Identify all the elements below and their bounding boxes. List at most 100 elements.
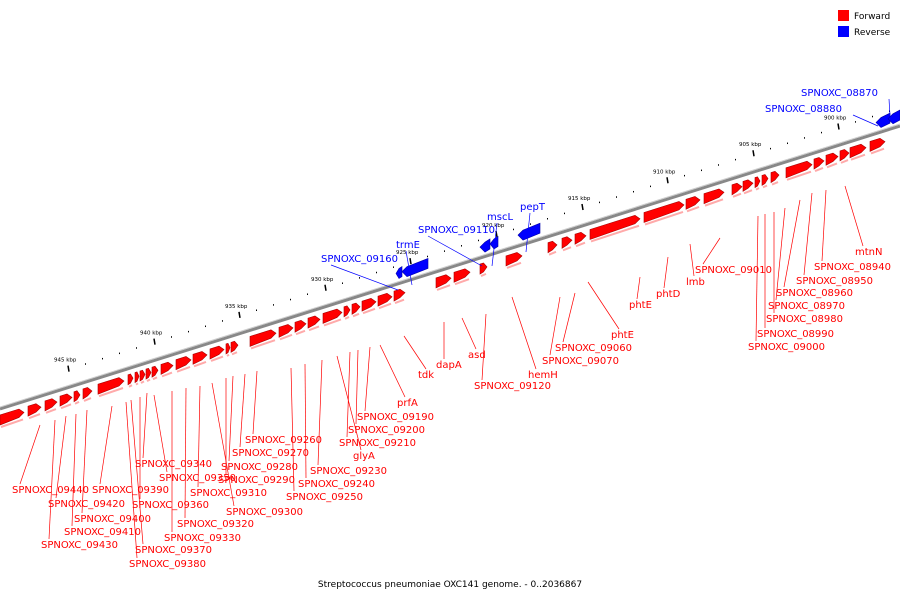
- forward-label-leader: [130, 399, 144, 545]
- forward-gene-shadow-41: [135, 382, 139, 386]
- forward-gene-29: [294, 320, 307, 333]
- scale-minor-tick: [478, 239, 479, 242]
- forward-gene-shadow-12: [686, 205, 700, 213]
- forward-gene-37: [160, 361, 174, 375]
- scale-tick-label: 920 kbp: [482, 223, 505, 229]
- forward-label-leader: [379, 344, 406, 398]
- legend: Forward Reverse: [838, 10, 891, 38]
- forward-gene-label: SPNOXC_09120: [474, 381, 551, 392]
- gene-features: [0, 109, 900, 428]
- scale-minor-tick: [307, 293, 308, 295]
- forward-gene-32: [230, 340, 239, 353]
- forward-gene-shadow-26: [344, 316, 350, 320]
- forward-label-leader: [304, 363, 307, 479]
- forward-gene-label: asd: [468, 350, 486, 361]
- forward-gene-6: [770, 170, 780, 184]
- forward-label-leader: [71, 413, 77, 527]
- scale-minor-tick: [564, 212, 565, 215]
- forward-gene-17: [547, 240, 558, 254]
- forward-gene-41: [134, 371, 140, 384]
- forward-gene-shadow-47: [45, 408, 57, 414]
- forward-label-leader: [587, 281, 620, 330]
- forward-gene-label: SPNOXC_09200: [348, 425, 425, 436]
- forward-gene-shadow-40: [140, 380, 145, 384]
- forward-label-leader: [511, 296, 537, 370]
- forward-gene-26: [343, 305, 351, 318]
- scale-minor-tick: [616, 196, 617, 198]
- forward-gene-shadow-8: [755, 187, 760, 191]
- forward-gene-shadow-14: [590, 224, 640, 243]
- scale-minor-tick: [821, 131, 822, 134]
- forward-gene-label: SPNOXC_08940: [814, 262, 891, 273]
- gene-labels: mtnN SPNOXC_08940 SPNOXC_08950SPNOXC_08960…: [12, 88, 891, 570]
- forward-gene-18: [505, 252, 523, 267]
- scale-major-tick: [752, 150, 755, 157]
- scale-minor-tick: [85, 363, 86, 365]
- forward-label-leader: [125, 401, 138, 559]
- forward-gene-30: [278, 324, 294, 338]
- forward-gene-shadow-34: [210, 355, 224, 362]
- scale-minor-tick: [804, 137, 805, 139]
- forward-gene-label: SPNOXC_09240: [298, 479, 375, 490]
- genome-caption: Streptococcus pneumoniae OXC141 genome. …: [318, 580, 582, 590]
- forward-gene-label: SPNOXC_08960: [776, 288, 853, 299]
- forward-gene-20: [453, 268, 471, 283]
- forward-gene-shadow-7: [762, 184, 768, 189]
- scale-minor-tick: [650, 185, 651, 188]
- forward-gene-shadow-25: [352, 312, 360, 318]
- forward-gene-shadow-35: [193, 360, 207, 368]
- forward-gene-3: [825, 152, 839, 166]
- forward-gene-shadow-33: [226, 353, 230, 357]
- forward-label-leader: [636, 276, 641, 300]
- reverse-gene-label: SPNOXC_09110: [418, 225, 495, 236]
- forward-gene-13: [643, 201, 685, 223]
- scale-minor-tick: [855, 121, 856, 123]
- scale-minor-tick: [787, 142, 788, 145]
- forward-gene-shadow-9: [743, 189, 753, 195]
- forward-gene-5: [785, 160, 813, 179]
- forward-gene-shadow-16: [562, 246, 572, 252]
- scale-minor-tick: [872, 115, 873, 118]
- forward-gene-label: SPNOXC_09300: [226, 507, 303, 518]
- forward-gene-shadow-17: [548, 250, 557, 256]
- forward-gene-label: SPNOXC_09410: [64, 527, 141, 538]
- scale-minor-tick: [393, 266, 394, 268]
- forward-gene-label: hemH: [528, 370, 558, 381]
- forward-gene-11: [703, 188, 725, 205]
- forward-gene-28: [307, 315, 321, 329]
- forward-label-leader: [211, 382, 235, 507]
- legend-forward-swatch: [838, 10, 849, 21]
- reverse-gene-1: [887, 109, 900, 125]
- forward-label-leader: [197, 385, 201, 488]
- forward-label-leader: [549, 296, 561, 356]
- forward-gene-shadow-23: [378, 302, 392, 310]
- forward-gene-label: SPNOXC_08980: [766, 314, 843, 325]
- forward-label-leader: [317, 359, 323, 466]
- forward-label-leader: [48, 419, 56, 540]
- forward-gene-label: SPNOXC_08990: [757, 329, 834, 340]
- forward-gene-48: [27, 403, 42, 417]
- scale-tick-label: 905 kbp: [739, 142, 762, 148]
- forward-gene-27: [322, 308, 343, 324]
- forward-gene-shadow-6: [771, 181, 779, 186]
- scale-minor-tick: [633, 190, 634, 193]
- scale-minor-tick: [188, 330, 189, 333]
- reverse-label-leader: [491, 222, 498, 267]
- forward-label-leader: [689, 243, 695, 277]
- forward-gene-label: SPNOXC_09370: [135, 545, 212, 556]
- forward-gene-shadow-38: [152, 376, 158, 381]
- forward-label-leader: [19, 424, 41, 485]
- scale-major-tick: [409, 257, 412, 265]
- forward-gene-38: [151, 365, 159, 378]
- forward-gene-shadow-31: [250, 339, 276, 350]
- forward-gene-shadow-30: [279, 333, 293, 341]
- forward-gene-shadow-4: [814, 166, 824, 172]
- forward-label-leader: [239, 373, 246, 448]
- scale-tick-label: 940 kbp: [140, 331, 163, 337]
- scale-major-tick: [666, 177, 669, 184]
- forward-gene-shadow-29: [295, 329, 306, 336]
- forward-gene-19: [479, 262, 488, 275]
- scale-tick-label: 910 kbp: [653, 169, 676, 175]
- scale-tick-label: 930 kbp: [311, 277, 334, 283]
